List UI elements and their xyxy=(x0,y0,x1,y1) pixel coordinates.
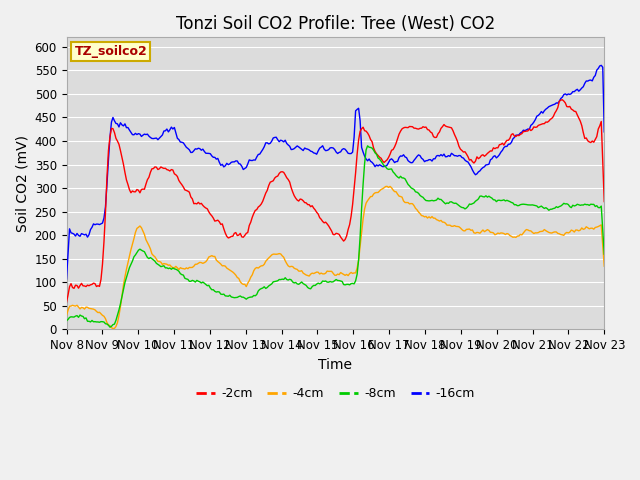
Text: TZ_soilco2: TZ_soilco2 xyxy=(75,45,147,58)
Y-axis label: Soil CO2 (mV): Soil CO2 (mV) xyxy=(15,135,29,232)
Legend: -2cm, -4cm, -8cm, -16cm: -2cm, -4cm, -8cm, -16cm xyxy=(191,382,480,405)
X-axis label: Time: Time xyxy=(318,358,353,372)
Title: Tonzi Soil CO2 Profile: Tree (West) CO2: Tonzi Soil CO2 Profile: Tree (West) CO2 xyxy=(176,15,495,33)
